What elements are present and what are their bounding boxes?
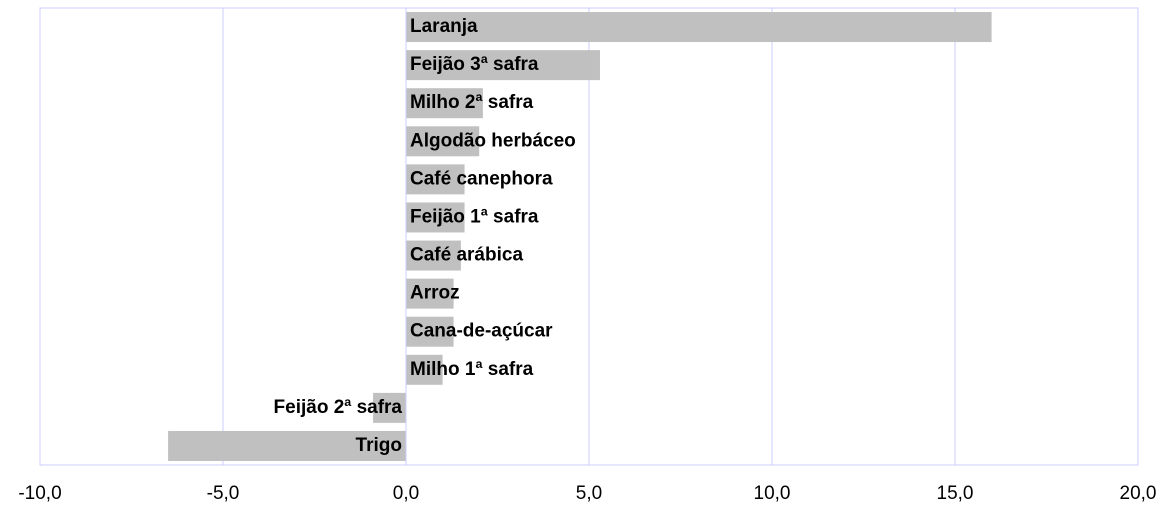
category-label: Milho 1ª safra — [410, 359, 534, 380]
category-label: Cana-de-açúcar — [410, 321, 553, 342]
x-tick-label: -10,0 — [18, 483, 61, 504]
category-label: Café arábica — [410, 245, 523, 266]
category-label: Feijão 3ª safra — [410, 54, 539, 75]
bar — [406, 354, 443, 385]
category-label: Milho 2ª safra — [410, 92, 534, 113]
bar — [406, 12, 992, 43]
x-tick-label: 0,0 — [393, 483, 419, 504]
bar — [406, 164, 465, 195]
bar — [406, 126, 480, 157]
bar — [406, 88, 483, 119]
bar — [406, 202, 465, 233]
x-tick-label: 15,0 — [937, 483, 974, 504]
bar — [373, 392, 406, 423]
bar — [406, 240, 461, 271]
category-label: Feijão 2ª safra — [274, 397, 403, 418]
bar — [406, 278, 454, 309]
x-tick-label: 5,0 — [576, 483, 602, 504]
x-tick-label: 10,0 — [754, 483, 791, 504]
bar — [168, 430, 406, 461]
x-tick-label: 20,0 — [1120, 483, 1157, 504]
x-tick-label: -5,0 — [207, 483, 240, 504]
category-label: Feijão 1ª safra — [410, 206, 539, 227]
bar — [406, 50, 600, 81]
category-label: Arroz — [410, 283, 460, 304]
category-label: Trigo — [356, 435, 402, 456]
category-label: Café canephora — [410, 168, 553, 189]
bar — [406, 316, 454, 347]
category-label: Algodão herbáceo — [410, 130, 576, 151]
category-label: Laranja — [410, 16, 478, 37]
